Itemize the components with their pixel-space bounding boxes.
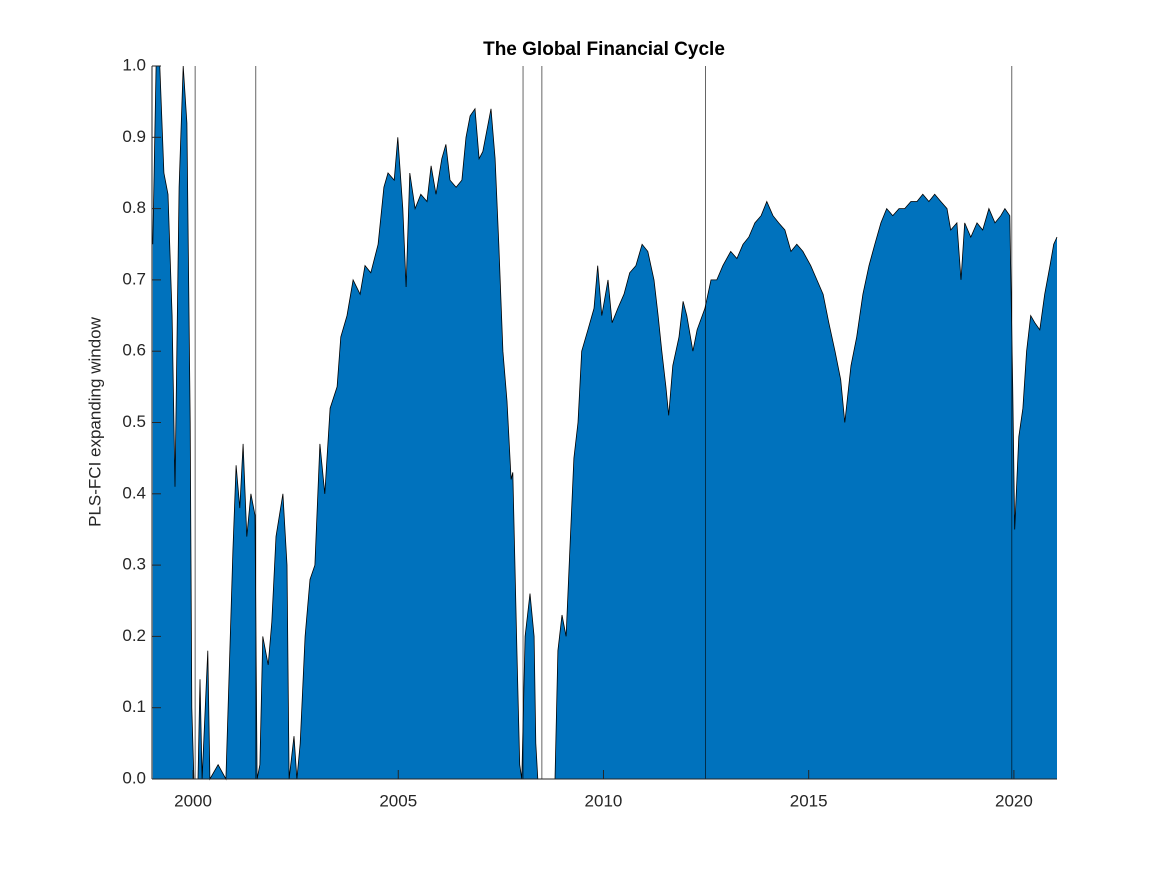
y-tick-label: 0.2: [122, 626, 146, 645]
x-tick-label: 2010: [585, 791, 623, 810]
y-tick-label: 1.0: [122, 55, 146, 74]
chart-title: The Global Financial Cycle: [483, 39, 725, 60]
y-tick-label: 0.7: [122, 269, 146, 288]
x-tick-label: 2000: [174, 791, 212, 810]
x-tick-label: 2005: [379, 791, 417, 810]
y-tick-label: 0.1: [122, 697, 146, 716]
y-tick-label: 0.0: [122, 768, 146, 787]
y-tick-label: 0.5: [122, 412, 146, 431]
y-tick-label: 0.3: [122, 555, 146, 574]
y-tick-label: 0.9: [122, 127, 146, 146]
x-tick-label: 2015: [790, 791, 828, 810]
y-tick-label: 0.6: [122, 341, 146, 360]
y-tick-label: 0.8: [122, 198, 146, 217]
y-tick-label: 0.4: [122, 483, 146, 502]
area-edge: [152, 65, 1058, 781]
area: [152, 66, 1058, 779]
y-axis-label: PLS-FCI expanding window: [85, 316, 104, 527]
x-tick-label: 2020: [995, 791, 1033, 810]
